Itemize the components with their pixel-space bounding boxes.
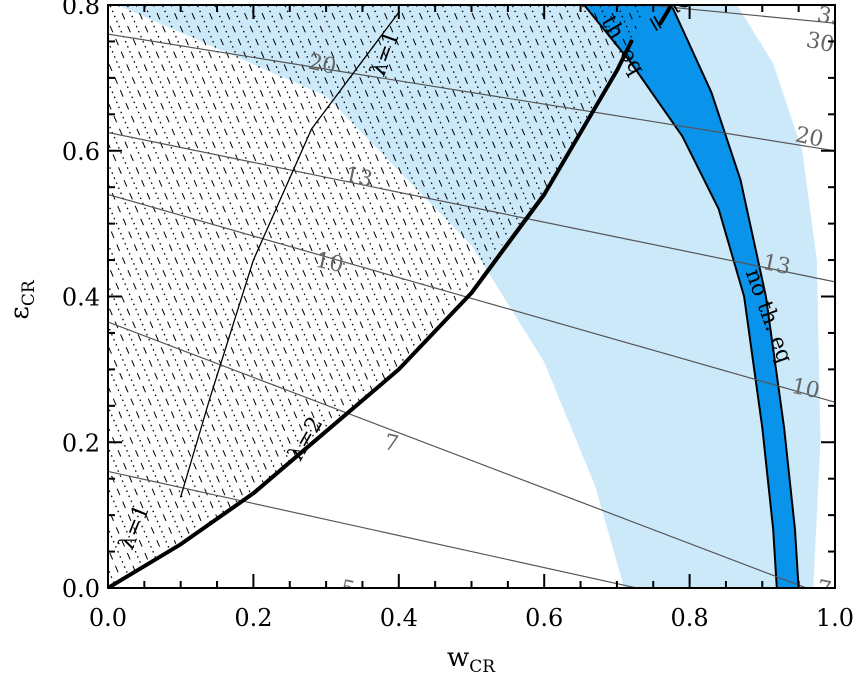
hatch-dashed-line xyxy=(533,5,650,588)
hatch-dashed-line xyxy=(108,5,358,588)
x-tick-label: 0.8 xyxy=(671,604,709,632)
contour-line-7 xyxy=(108,321,809,588)
hatch-dashed-line xyxy=(108,5,305,588)
hatch-dashed-line xyxy=(323,5,585,588)
x-tick-label: 0.2 xyxy=(234,604,272,632)
contour-line-5 xyxy=(108,470,640,588)
curve-1 xyxy=(469,192,547,295)
hatch-dashed-line xyxy=(108,5,288,588)
contour-label: 13 xyxy=(760,250,793,280)
contour-line-13 xyxy=(108,131,835,283)
hatch-dotted-line xyxy=(841,0,862,598)
hatch-dashed-line xyxy=(201,5,463,588)
hatch-dotted-line xyxy=(108,5,332,588)
hatch-dotted-line xyxy=(823,0,862,598)
contour-label: 10 xyxy=(789,374,822,404)
hatch-dotted-line xyxy=(108,5,349,588)
x-tick-label: 1.0 xyxy=(816,604,854,632)
contour-label: 13 xyxy=(342,163,375,193)
annotation: λ=2 xyxy=(284,413,329,466)
x-tick-label: 0.0 xyxy=(89,604,127,632)
hatch-dashed-line xyxy=(849,0,862,598)
light-band-region xyxy=(117,5,821,588)
hatch-dashed-line xyxy=(113,5,375,588)
annotation: λ=1 xyxy=(114,501,155,553)
hatch-dashed-line xyxy=(166,5,428,588)
hatch-dashed-line xyxy=(108,5,270,588)
y-tick-label: 0.6 xyxy=(62,138,100,166)
y-tick-label: 0.2 xyxy=(62,429,100,457)
curve-0 xyxy=(108,39,634,588)
contour-label: 7 xyxy=(814,576,833,603)
hatch-dashed-line xyxy=(236,5,498,588)
y-tick-label: 0.0 xyxy=(62,575,100,603)
x-tick-label: 0.6 xyxy=(525,604,563,632)
hatch-dashed-line xyxy=(218,5,480,588)
ticks xyxy=(107,4,836,589)
contour-label: 35 xyxy=(815,2,848,32)
hatch-dotted-line xyxy=(858,0,862,598)
dark-band-region xyxy=(582,5,800,588)
hatch-dashed-line xyxy=(271,5,533,588)
hatch-dashed-line xyxy=(253,5,515,588)
y-tick-label: 0.4 xyxy=(62,284,100,312)
hatch-dashed-line xyxy=(551,5,650,588)
y-axis-label: εCR xyxy=(5,279,39,319)
x-axis-label: wCR xyxy=(447,643,496,677)
curve-3 xyxy=(180,11,400,498)
hatch-dashed-line xyxy=(131,5,393,588)
contour-line-10 xyxy=(108,193,835,403)
hatch-dashed-line xyxy=(832,0,862,598)
hatch-dashed-line xyxy=(108,5,340,588)
labels: 0.0 0.2 0.4 0.6 0.8 1.0 0.0 0.2 0.4 0.6 0.8 xyxy=(62,0,854,632)
contour-label: 10 xyxy=(313,248,346,278)
x-tick-label: 0.4 xyxy=(380,604,418,632)
contour-label: 30 xyxy=(804,28,837,58)
curve-2 xyxy=(658,5,674,26)
contour-label: 20 xyxy=(306,50,339,80)
contour-line-30 xyxy=(641,5,835,24)
contour-label: 5 xyxy=(338,576,357,603)
contour-line-20 xyxy=(108,33,835,152)
hatch-dashed-line xyxy=(814,0,862,598)
y-tick-label: 0.8 xyxy=(62,0,100,20)
contour-label: 7 xyxy=(382,430,401,457)
hatch-dashed-line xyxy=(306,5,568,588)
contour-label: 20 xyxy=(793,123,826,153)
hatch-dashed-line xyxy=(288,5,550,588)
hatch-dashed-line xyxy=(148,5,410,588)
hatch-dashed-line xyxy=(183,5,445,588)
hatch-dashed-line xyxy=(108,5,323,588)
